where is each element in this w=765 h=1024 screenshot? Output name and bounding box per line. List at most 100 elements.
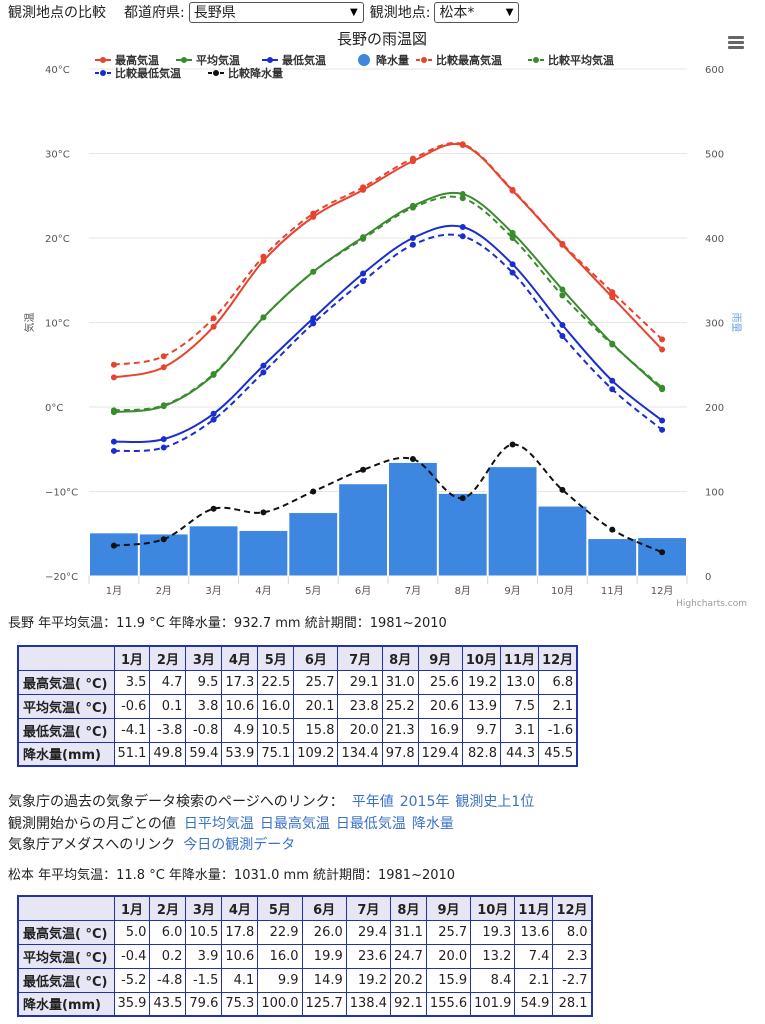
x-tick-label: 8月 <box>455 585 471 597</box>
table-cell: 17.3 <box>221 669 259 695</box>
table-cell: 15.9 <box>425 967 472 993</box>
table-cell: 155.6 <box>425 991 472 1017</box>
series-point <box>210 416 217 423</box>
series-point <box>310 320 317 327</box>
y-left-tick-label: 10°C <box>45 319 70 330</box>
precip-bar <box>138 533 189 577</box>
series-point <box>609 377 616 384</box>
table-cell: 0.1 <box>149 693 187 719</box>
series-point <box>260 314 267 321</box>
month-header: 12月 <box>552 895 593 921</box>
series-point <box>659 549 666 556</box>
table-cell: 6.8 <box>538 669 578 695</box>
link-record-rank1[interactable]: 観測史上1位 <box>455 794 535 810</box>
chart-credit: Highcharts.com <box>676 599 747 609</box>
nagano-climate-table: 1月 2月 3月 4月 5月 6月 7月 8月 9月 10月 11月 12月 最高気温( °C) 3.5 4… <box>17 645 579 767</box>
table-cell: -4.1 <box>113 717 151 743</box>
y-right-tick-label: 300 <box>705 319 724 330</box>
chart-menu-icon[interactable] <box>728 36 744 50</box>
series-point <box>559 286 566 293</box>
x-tick-label: 5月 <box>305 585 321 597</box>
climate-chart-svg: 長野の雨温図 −20°C 0 −10°C 100 0°C 200 10°C 300 20°C 400… <box>23 30 747 609</box>
month-header: 6月 <box>301 895 347 921</box>
series-point <box>160 444 167 451</box>
series-point <box>110 447 117 454</box>
month-header: 6月 <box>293 645 339 671</box>
series-point <box>160 436 167 443</box>
month-header: 7月 <box>345 895 391 921</box>
precip-bar <box>89 532 139 577</box>
legend-marker <box>421 57 427 63</box>
precip-bar <box>238 529 289 577</box>
table-cell: -3.8 <box>149 717 187 743</box>
link-daily-max-temp[interactable]: 日最高気温 <box>259 815 330 832</box>
row-header: 最低気温( °C) <box>17 967 115 993</box>
table-cell: -0.6 <box>113 693 151 719</box>
month-header: 10月 <box>461 645 501 671</box>
link-normal-values[interactable]: 平年値 <box>351 794 394 810</box>
table-cell: 6.0 <box>149 919 187 945</box>
y-left-tick-label: 0°C <box>45 403 63 414</box>
table-row: 平均気温( °C) -0.6 0.1 3.8 10.6 16.0 20.1 23.8 25.2 2… <box>17 693 578 719</box>
series-point <box>509 235 516 241</box>
series-point <box>659 417 666 424</box>
table-cell: 21.3 <box>381 717 419 743</box>
table-cell: 49.8 <box>149 741 187 767</box>
link-daily-min-temp[interactable]: 日最低気温 <box>335 815 406 832</box>
table-cell: 92.1 <box>389 991 427 1017</box>
table-cell: 82.8 <box>461 741 501 767</box>
series-point <box>659 426 666 433</box>
month-header: 1月 <box>113 895 151 921</box>
month-header: 4月 <box>221 895 259 921</box>
series-point <box>260 253 267 260</box>
legend-label: 比較降水量 <box>228 66 283 80</box>
month-header: 8月 <box>381 645 419 671</box>
table-cell: 28.1 <box>552 991 593 1017</box>
table-row: 最低気温( °C) -5.2 -4.8 -1.5 4.1 9.9 14.9 19.2 20.2 1… <box>17 967 593 993</box>
table-cell: 2.1 <box>514 967 554 993</box>
series-point <box>210 315 217 322</box>
y-right-tick-label: 500 <box>705 150 724 161</box>
table-cell: 26.0 <box>301 919 347 945</box>
table-cell: 20.1 <box>293 693 339 719</box>
series-point <box>160 353 167 360</box>
series-point <box>160 364 167 371</box>
table-cell: 5.0 <box>113 919 151 945</box>
table-cell: 9.9 <box>257 967 303 993</box>
link-today-observation[interactable]: 今日の観測データ <box>183 837 296 853</box>
y-right-tick-label: 100 <box>705 488 724 499</box>
link-precipitation[interactable]: 降水量 <box>411 815 454 832</box>
row-header: 降水量(mm) <box>17 991 115 1017</box>
table-cell: 16.9 <box>417 717 463 743</box>
link-daily-mean-temp[interactable]: 日平均気温 <box>183 815 254 832</box>
month-header: 12月 <box>538 645 578 671</box>
table-cell: 25.6 <box>417 669 463 695</box>
series-point <box>459 195 466 202</box>
series-point <box>360 466 367 473</box>
table-cell: 54.9 <box>514 991 554 1017</box>
month-header: 11月 <box>514 895 554 921</box>
month-header: 3月 <box>185 645 223 671</box>
series-point <box>310 315 317 322</box>
matsumoto-summary: 松本 年平均気温：11.8 °C 年降水量：1031.0 mm 統計期間：198… <box>8 868 456 883</box>
precip-bar <box>637 537 688 577</box>
table-cell: 10.5 <box>257 717 295 743</box>
series-point <box>659 336 666 343</box>
series-point <box>409 456 416 463</box>
row-header: 最高気温( °C) <box>17 919 115 945</box>
series-point <box>559 486 566 493</box>
prefecture-select[interactable]: 長野県 ▼ <box>188 1 364 23</box>
station-select[interactable]: 松本* ▼ <box>434 1 520 23</box>
table-row: 最低気温( °C) -4.1 -3.8 -0.8 4.9 10.5 15.8 20.0 21.3… <box>17 717 578 743</box>
x-tick-label: 7月 <box>405 585 421 597</box>
series-point <box>210 323 217 330</box>
series-point <box>360 278 367 285</box>
chevron-down-icon: ▼ <box>350 6 358 18</box>
precip-bar <box>487 466 538 577</box>
table-cell: 9.7 <box>461 717 501 743</box>
legend-label: 最低気温 <box>282 53 326 67</box>
y-left-tick-label: −10°C <box>45 488 78 499</box>
y-left-tick-label: 30°C <box>45 150 70 161</box>
link-2015[interactable]: 2015年 <box>399 794 450 810</box>
series-point <box>210 410 217 417</box>
